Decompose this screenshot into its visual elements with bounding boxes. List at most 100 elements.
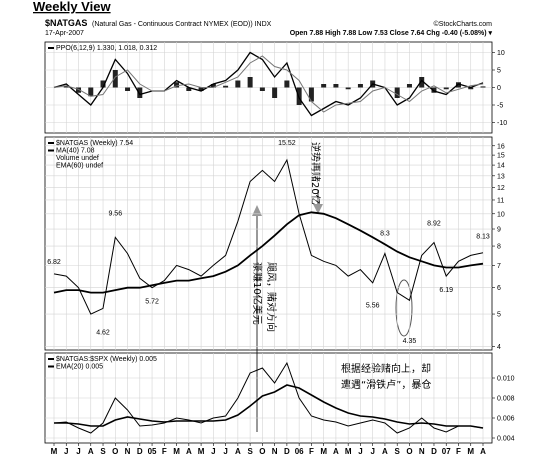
histogram-bar [63,85,69,88]
x-tick-label: O [259,447,265,456]
x-tick-label: S [100,447,106,456]
price-label: 4.62 [96,329,110,336]
y-tick-label: 0.010 [497,376,515,383]
histogram-bar [394,87,400,98]
x-tick-label: D [284,447,290,456]
x-tick-label: S [247,447,253,456]
series-line [53,158,484,315]
x-tick-label: A [382,447,388,456]
x-tick-label: J [211,447,215,456]
y-tick-label: -5 [497,103,503,110]
x-tick-label: N [272,447,278,456]
x-tick-label: O [112,447,118,456]
y-tick-label: 5 [497,312,501,319]
chart-subtitle: (Natural Gas - Continuous Contract NYMEX… [92,21,272,28]
y-tick-label: 7 [497,263,501,270]
legend-label: PPO(6,12,9) 1.330, 1.018, 0.312 [56,45,157,52]
histogram-bar [247,77,253,88]
quote: Open 7.88 High 7.88 Low 7.53 Close 7.64 … [290,30,493,37]
date: 17-Apr-2007 [45,30,84,37]
histogram-bar [345,87,351,90]
price-label: 4.35 [403,338,417,345]
arrow-head [252,205,262,216]
price-label: 5.56 [366,303,380,310]
x-tick-label: A [235,447,241,456]
source: ©StockCharts.com [434,20,493,28]
x-tick-label: F [456,447,461,456]
panel-frame [44,136,493,351]
price-label: 8.13 [476,234,490,241]
x-tick-label: J [370,447,374,456]
x-tick-label: M [198,447,205,456]
y-tick-label: 10 [497,50,505,57]
price-label: 9.56 [108,210,122,217]
price-label: 15.52 [278,140,296,147]
x-tick-label: N [125,447,131,456]
annotation: 根据经验赌向上，却 [341,362,431,375]
histogram-bar [259,87,265,91]
x-tick-label: D [137,447,143,456]
legend-label: $NATGAS (Weekly) 7.54 [56,140,133,147]
x-tick-label: 06 [295,447,304,456]
x-tick-label: A [480,447,486,456]
x-tick-label: F [162,447,167,456]
histogram-bar [100,80,106,88]
y-tick-label: 0.004 [497,436,515,443]
histogram-bar [308,87,314,102]
y-tick-label: 5 [497,68,501,75]
x-tick-label: F [309,447,314,456]
histogram-bar [112,70,118,88]
x-tick-label: A [186,447,192,456]
price-label: 8.92 [427,220,441,227]
y-tick-label: 13 [497,173,505,180]
x-tick-label: M [320,447,327,456]
histogram-bar [210,84,216,88]
y-tick-label: 8 [497,244,501,251]
x-tick-label: S [395,447,401,456]
histogram-bar [76,87,82,93]
x-tick-label: M [345,447,352,456]
histogram-bar [333,84,339,88]
x-tick-label: A [333,447,339,456]
y-tick-label: 16 [497,143,505,150]
x-tick-label: J [64,447,68,456]
x-tick-label: 05 [148,447,157,456]
series-line [53,55,484,113]
view-title: Weekly View [33,0,111,14]
x-tick-label: O [406,447,412,456]
y-tick-label: 12 [497,185,505,192]
price-label: 6.19 [439,287,453,294]
y-tick-label: 9 [497,227,501,234]
x-tick-label: D [431,447,437,456]
x-tick-label: J [76,447,80,456]
x-tick-label: A [88,447,94,456]
histogram-bar [455,82,461,88]
x-tick-label: M [173,447,180,456]
highlight-ellipse [395,279,413,337]
histogram-bar [419,77,425,88]
annotation: 豪赚10亿美元 [251,262,264,325]
price-label: 6.82 [47,259,61,266]
y-tick-label: 4 [497,344,501,351]
y-tick-label: 11 [497,197,504,204]
histogram-bar [357,84,363,88]
series-line [53,211,484,294]
arrow-head [313,204,323,214]
histogram-bar [137,87,143,98]
y-tick-label: 0.006 [497,416,515,423]
y-tick-label: 0 [497,85,501,92]
legend-label: EMA(20) 0.005 [56,364,103,371]
legend-label: MA(40) 7.08 [56,148,95,155]
annotation: 遭遇“滑铁卢”，暴仓 [341,378,431,391]
y-tick-label: 14 [497,163,505,170]
histogram-bar [406,84,412,88]
series-line [53,51,484,117]
histogram-bar [125,87,131,91]
price-label: 8.3 [380,231,390,238]
histogram-bar [223,85,229,88]
y-tick-label: 15 [497,153,505,160]
price-label: 5.72 [145,299,159,306]
x-tick-label: J [358,447,362,456]
histogram-bar [198,87,204,91]
